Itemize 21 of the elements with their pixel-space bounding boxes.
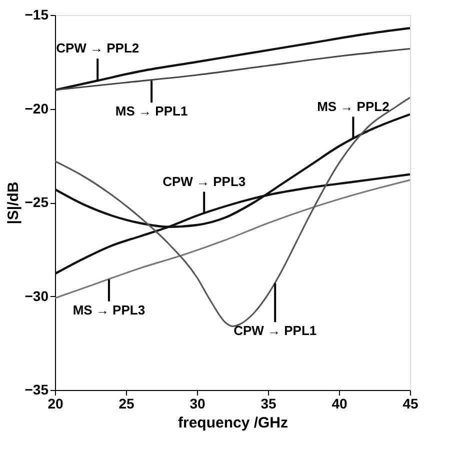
annotation: MS → PPL2 bbox=[317, 98, 390, 114]
x-tick-label: 20 bbox=[48, 396, 64, 412]
annotation: CPW → PPL1 bbox=[234, 323, 317, 338]
y-tick-label: −20 bbox=[24, 100, 49, 116]
y-tick-label: −35 bbox=[24, 382, 49, 398]
y-axis-title: |S|/dB bbox=[4, 182, 22, 224]
annotation: CPW → PPL2 bbox=[56, 40, 140, 56]
x-tick-label: 25 bbox=[118, 396, 134, 412]
y-tick-label: −25 bbox=[24, 194, 49, 210]
x-tick-label: 45 bbox=[402, 396, 418, 412]
line-series bbox=[55, 27, 410, 92]
x-axis-title: frequency /GHz bbox=[178, 414, 288, 432]
y-tick-label: −30 bbox=[24, 288, 49, 304]
x-tick-label: 35 bbox=[260, 396, 276, 412]
y-tick-label: −15 bbox=[24, 6, 49, 22]
annotation: MS → PPL1 bbox=[115, 104, 188, 119]
annotation: CPW → PPL3 bbox=[162, 174, 246, 189]
x-tick-label: 30 bbox=[190, 396, 206, 412]
annotation: MS → PPL3 bbox=[72, 302, 146, 318]
line-series bbox=[55, 96, 410, 328]
x-tick-label: 40 bbox=[332, 396, 348, 412]
